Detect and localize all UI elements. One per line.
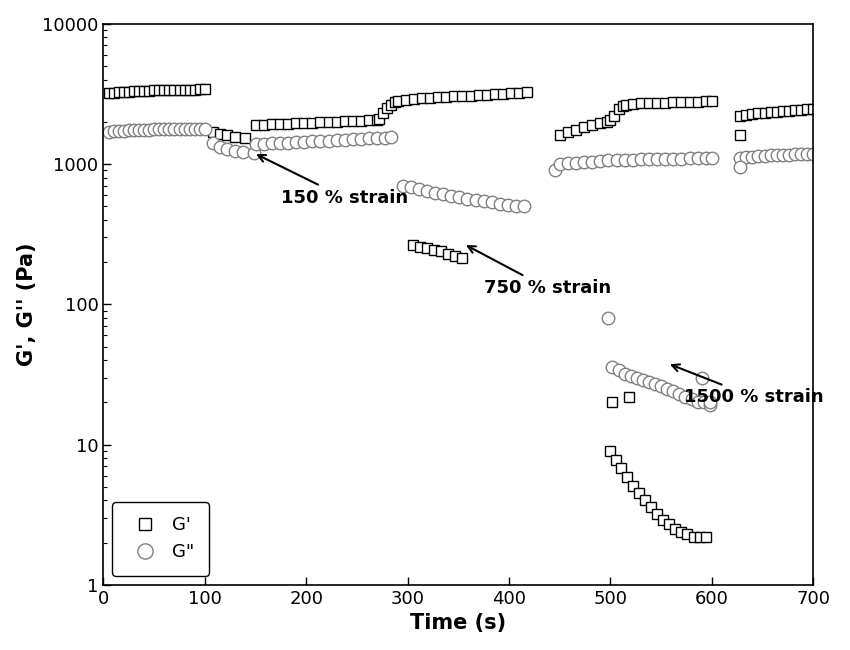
Y-axis label: G', G'' (Pa): G', G'' (Pa) <box>17 242 37 366</box>
X-axis label: Time (s): Time (s) <box>411 614 507 633</box>
Text: 1500 % strain: 1500 % strain <box>672 365 824 406</box>
Text: 750 % strain: 750 % strain <box>468 246 611 297</box>
Text: 150 % strain: 150 % strain <box>258 155 408 207</box>
Legend: G', G": G', G" <box>112 502 209 576</box>
